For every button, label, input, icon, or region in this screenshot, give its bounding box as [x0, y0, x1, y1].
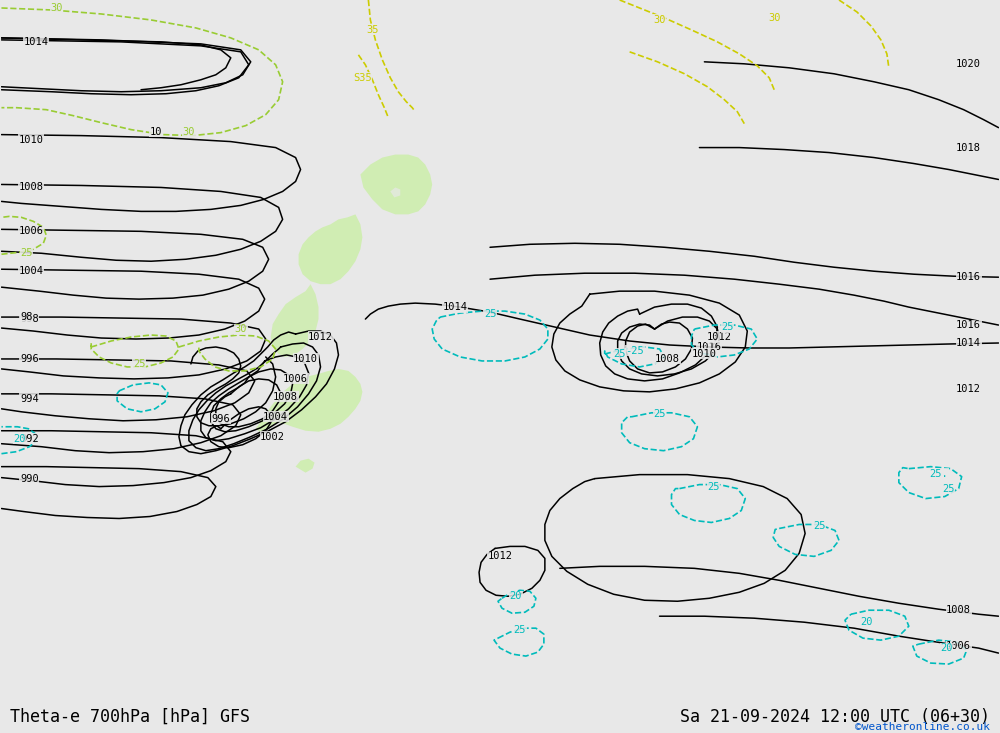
- Text: Theta-e 700hPa [hPa] GFS: Theta-e 700hPa [hPa] GFS: [10, 707, 250, 726]
- Text: 1016: 1016: [956, 320, 981, 330]
- Text: 20: 20: [510, 592, 522, 601]
- Text: 1012: 1012: [956, 384, 981, 394]
- Text: 1014: 1014: [443, 302, 468, 312]
- Text: 25: 25: [613, 349, 626, 359]
- Polygon shape: [299, 214, 362, 284]
- Text: 1020: 1020: [956, 59, 981, 69]
- Text: ©weatheronline.co.uk: ©weatheronline.co.uk: [855, 722, 990, 732]
- Text: 1010: 1010: [293, 354, 318, 364]
- Text: 1016: 1016: [956, 272, 981, 282]
- Polygon shape: [256, 369, 362, 432]
- Text: 992: 992: [20, 434, 39, 443]
- Text: 25: 25: [653, 409, 666, 419]
- Text: 1010: 1010: [19, 135, 44, 144]
- Polygon shape: [296, 459, 315, 473]
- Text: 25.: 25.: [929, 468, 948, 479]
- Text: 996: 996: [20, 354, 39, 364]
- Text: 25: 25: [942, 484, 955, 493]
- Text: 1012: 1012: [308, 332, 333, 342]
- Text: 990: 990: [20, 474, 39, 484]
- Text: 1004: 1004: [19, 266, 44, 276]
- Text: 25: 25: [707, 482, 720, 492]
- Text: 1006: 1006: [946, 641, 971, 651]
- Text: 1006: 1006: [19, 226, 44, 236]
- Polygon shape: [360, 155, 432, 214]
- Text: 25: 25: [514, 625, 526, 636]
- Text: 1006: 1006: [283, 374, 308, 384]
- Text: 1018: 1018: [956, 143, 981, 152]
- Text: 10: 10: [150, 127, 162, 136]
- Text: 20: 20: [940, 643, 953, 653]
- Text: 1010: 1010: [692, 349, 717, 359]
- Text: 30: 30: [183, 127, 195, 136]
- Text: 1012: 1012: [707, 332, 732, 342]
- Text: S35: S35: [353, 73, 372, 83]
- Text: 1008: 1008: [946, 605, 971, 615]
- Text: 30: 30: [50, 3, 63, 13]
- Polygon shape: [390, 188, 400, 197]
- Text: 1014: 1014: [956, 338, 981, 348]
- Text: Sa 21-09-2024 12:00 UTC (06+30): Sa 21-09-2024 12:00 UTC (06+30): [680, 707, 990, 726]
- Text: 1014: 1014: [24, 37, 49, 47]
- Text: 30: 30: [235, 324, 247, 334]
- Text: 25: 25: [20, 248, 33, 258]
- Text: 30: 30: [768, 13, 780, 23]
- Text: 35: 35: [366, 25, 379, 35]
- Text: -25: -25: [625, 346, 644, 356]
- Text: 20: 20: [13, 434, 26, 443]
- Text: 998: 998: [20, 314, 39, 324]
- Text: 1008: 1008: [19, 183, 44, 193]
- Text: 25: 25: [133, 359, 145, 369]
- Text: 25: 25: [721, 322, 734, 332]
- Text: 98: 98: [20, 312, 33, 322]
- Polygon shape: [271, 284, 319, 357]
- Text: 25: 25: [484, 309, 496, 319]
- Text: 30: 30: [653, 15, 666, 25]
- Text: 25: 25: [813, 521, 825, 531]
- Text: 996: 996: [211, 414, 230, 424]
- Text: 994: 994: [20, 394, 39, 404]
- Text: 1008: 1008: [273, 392, 298, 402]
- Text: 1016: 1016: [697, 342, 722, 352]
- Text: 20: 20: [861, 617, 873, 627]
- Text: 1002: 1002: [260, 432, 285, 442]
- Text: 1008: 1008: [655, 354, 680, 364]
- Text: 1012: 1012: [488, 551, 512, 561]
- Text: 1004: 1004: [263, 412, 288, 421]
